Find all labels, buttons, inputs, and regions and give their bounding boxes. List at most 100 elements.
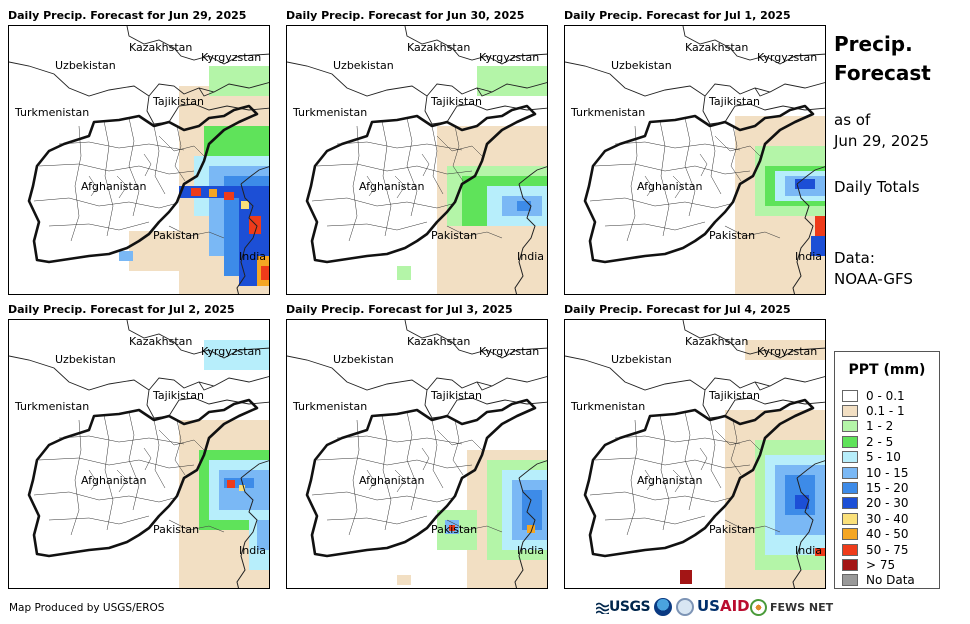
usaid-logo: USAID xyxy=(697,597,750,615)
label-uzbekistan: Uzbekistan xyxy=(611,59,672,72)
panel-title: Daily Precip. Forecast for Jun 29, 2025 xyxy=(8,9,247,22)
legend-item: 40 - 50 xyxy=(842,527,915,542)
label-india: India xyxy=(795,250,822,263)
label-turkmenistan: Turkmenistan xyxy=(571,106,646,119)
label-pakistan: Pakistan xyxy=(709,229,756,242)
label-india: India xyxy=(795,544,822,557)
legend-item: 0.1 - 1 xyxy=(842,403,915,418)
panel-title: Daily Precip. Forecast for Jun 30, 2025 xyxy=(286,9,525,22)
legend-item: 0 - 0.1 xyxy=(842,388,915,403)
legend-label: 40 - 50 xyxy=(866,527,909,542)
forecast-map: Kazakhstan Kyrgyzstan Uzbekistan Tajikis… xyxy=(564,319,826,589)
legend-label: 0.1 - 1 xyxy=(866,404,905,419)
label-tajikistan: Tajikistan xyxy=(153,95,204,108)
label-pakistan: Pakistan xyxy=(153,523,200,536)
map-credit: Map Produced by USGS/EROS xyxy=(9,602,165,614)
label-kyrgyzstan: Kyrgyzstan xyxy=(479,51,540,64)
legend-item: 10 - 15 xyxy=(842,465,915,480)
label-tajikistan: Tajikistan xyxy=(153,389,204,402)
panel-title: Daily Precip. Forecast for Jul 4, 2025 xyxy=(564,303,791,316)
label-turkmenistan: Turkmenistan xyxy=(15,106,90,119)
legend-title: PPT (mm) xyxy=(848,362,926,378)
usaid-us: US xyxy=(697,597,720,615)
legend-swatch xyxy=(842,497,858,510)
label-kazakhstan: Kazakhstan xyxy=(685,335,749,348)
forecast-map: Kazakhstan Kyrgyzstan Uzbekistan Tajikis… xyxy=(564,25,826,295)
label-uzbekistan: Uzbekistan xyxy=(333,353,394,366)
label-uzbekistan: Uzbekistan xyxy=(611,353,672,366)
legend-label: No Data xyxy=(866,573,915,588)
legend-swatch xyxy=(842,574,858,587)
legend-swatch xyxy=(842,558,858,571)
label-india: India xyxy=(517,544,544,557)
label-turkmenistan: Turkmenistan xyxy=(293,400,368,413)
legend-label: 20 - 30 xyxy=(866,496,909,511)
legend-item: 1 - 2 xyxy=(842,419,915,434)
label-uzbekistan: Uzbekistan xyxy=(333,59,394,72)
label-tajikistan: Tajikistan xyxy=(431,95,482,108)
data-source: NOAA-GFS xyxy=(834,270,913,288)
precip-map-svg xyxy=(565,26,825,294)
label-kyrgyzstan: Kyrgyzstan xyxy=(201,345,262,358)
label-kazakhstan: Kazakhstan xyxy=(685,41,749,54)
label-pakistan: Pakistan xyxy=(153,229,200,242)
legend-swatch xyxy=(842,435,858,448)
label-india: India xyxy=(239,250,266,263)
label-india: India xyxy=(517,250,544,263)
panel-title: Daily Precip. Forecast for Jul 2, 2025 xyxy=(8,303,235,316)
legend-swatch xyxy=(842,528,858,541)
label-kazakhstan: Kazakhstan xyxy=(129,335,193,348)
label-uzbekistan: Uzbekistan xyxy=(55,59,116,72)
label-turkmenistan: Turkmenistan xyxy=(15,400,90,413)
legend-swatch xyxy=(842,389,858,402)
precip-map-svg xyxy=(287,320,547,588)
forecast-map: Kazakhstan Kyrgyzstan Uzbekistan Tajikis… xyxy=(8,319,270,589)
legend-label: > 75 xyxy=(866,557,896,572)
label-pakistan: Pakistan xyxy=(709,523,756,536)
legend-label: 50 - 75 xyxy=(866,542,909,557)
legend-item: 15 - 20 xyxy=(842,480,915,495)
label-kyrgyzstan: Kyrgyzstan xyxy=(757,51,818,64)
forecast-map: Kazakhstan Kyrgyzstan Uzbekistan Tajikis… xyxy=(286,25,548,295)
label-pakistan: Pakistan xyxy=(431,229,478,242)
label-uzbekistan: Uzbekistan xyxy=(55,353,116,366)
legend-swatch xyxy=(842,466,858,479)
usaid-aid: AID xyxy=(719,597,750,615)
as-of-date: Jun 29, 2025 xyxy=(834,132,930,150)
fews-net-icon xyxy=(750,599,767,616)
legend-label: 1 - 2 xyxy=(866,419,894,434)
precip-map-svg xyxy=(565,320,825,588)
label-tajikistan: Tajikistan xyxy=(709,389,760,402)
legend-swatch xyxy=(842,405,858,418)
label-tajikistan: Tajikistan xyxy=(709,95,760,108)
label-afghanistan: Afghanistan xyxy=(359,180,425,193)
label-afghanistan: Afghanistan xyxy=(637,474,703,487)
label-pakistan: Pakistan xyxy=(431,523,478,536)
legend-label: 2 - 5 xyxy=(866,434,894,449)
precip-map-svg xyxy=(9,26,269,294)
label-kyrgyzstan: Kyrgyzstan xyxy=(757,345,818,358)
label-kazakhstan: Kazakhstan xyxy=(129,41,193,54)
as-of-label: as of xyxy=(834,111,871,129)
label-kyrgyzstan: Kyrgyzstan xyxy=(479,345,540,358)
legend-swatch xyxy=(842,420,858,433)
label-kazakhstan: Kazakhstan xyxy=(407,41,471,54)
legend-item: 2 - 5 xyxy=(842,434,915,449)
data-label: Data: xyxy=(834,249,875,267)
label-kazakhstan: Kazakhstan xyxy=(407,335,471,348)
label-afghanistan: Afghanistan xyxy=(81,180,147,193)
label-afghanistan: Afghanistan xyxy=(81,474,147,487)
legend-swatch xyxy=(842,482,858,495)
panel-title: Daily Precip. Forecast for Jul 1, 2025 xyxy=(564,9,791,22)
label-india: India xyxy=(239,544,266,557)
usgs-logo: USGS xyxy=(596,599,651,617)
legend-swatch xyxy=(842,543,858,556)
fews-net-text: FEWS NET xyxy=(770,601,834,614)
forecast-map: Kazakhstan Kyrgyzstan Uzbekistan Tajikis… xyxy=(8,25,270,295)
label-turkmenistan: Turkmenistan xyxy=(571,400,646,413)
precip-map-svg xyxy=(287,26,547,294)
legend-label: 10 - 15 xyxy=(866,465,909,480)
commerce-seal-icon xyxy=(676,598,694,616)
